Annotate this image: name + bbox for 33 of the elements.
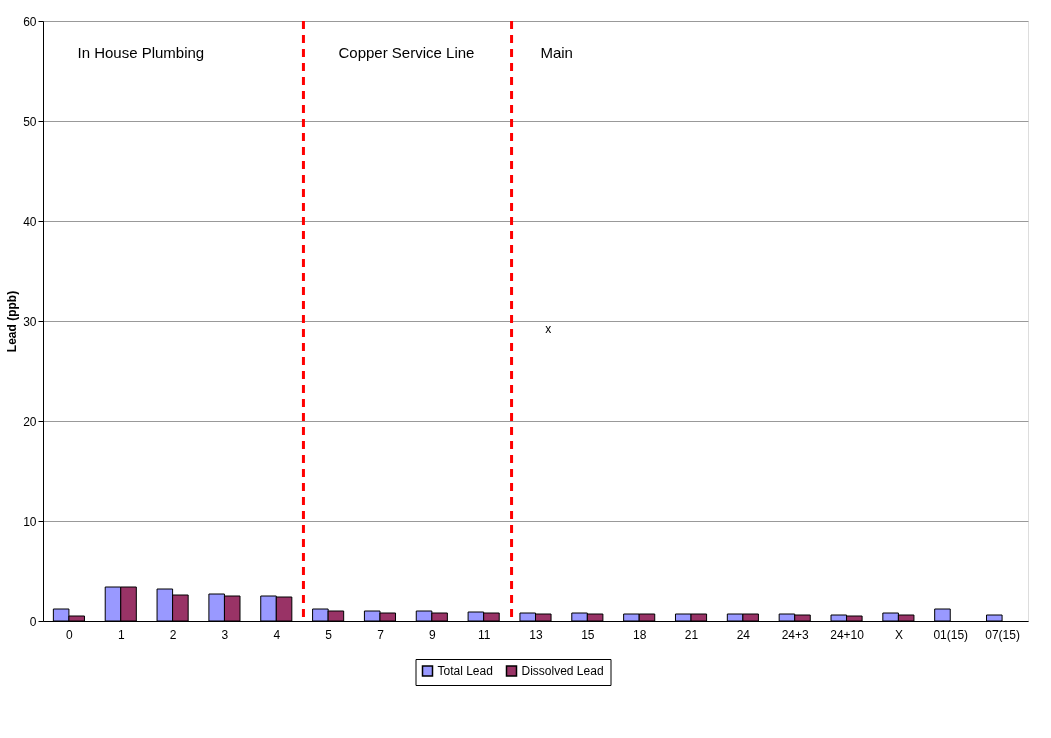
x-tick-label: 21	[684, 627, 699, 642]
annotation: In House Plumbing	[77, 44, 205, 61]
x-tick-label: 3	[221, 627, 229, 642]
y-tick-label: 0	[29, 614, 37, 629]
legend-label: Dissolved Lead	[521, 664, 604, 678]
x-tick-label: 18	[633, 627, 647, 642]
x-tick-label: 4	[273, 627, 281, 642]
x-tick-label: 11	[477, 627, 491, 642]
x-tick-label: 5	[325, 627, 333, 642]
x-tick-label: 07(15)	[985, 627, 1020, 642]
x-tick-label: X	[894, 627, 903, 642]
x-tick-label: 7	[377, 627, 385, 642]
x-tick-label: 24+3	[781, 627, 810, 642]
y-tick-label: 60	[23, 14, 37, 29]
x-tick-label: 0	[66, 627, 74, 642]
y-tick-label: 30	[23, 314, 37, 329]
annotation: Main	[540, 44, 573, 61]
x-tick-label: 24	[736, 627, 751, 642]
x-tick-label: 01(15)	[933, 627, 969, 642]
x-tick-label: 9	[428, 627, 436, 642]
x-tick-label: 24+10	[830, 627, 865, 642]
x-tick-label: 1	[117, 627, 125, 642]
x-tick-label: 13	[529, 627, 543, 642]
y-tick-label: 20	[23, 414, 37, 429]
y-axis-title: Lead (ppb)	[5, 290, 20, 353]
x-tick-label: 15	[581, 627, 595, 642]
x-tick-label: 2	[169, 627, 177, 642]
y-tick-label: 10	[23, 514, 37, 529]
y-tick-label: 50	[23, 114, 37, 129]
y-tick-label: 40	[23, 214, 37, 229]
annotation: Copper Service Line	[338, 44, 475, 61]
annotation: x	[545, 322, 552, 336]
legend-label: Total Lead	[437, 664, 493, 678]
